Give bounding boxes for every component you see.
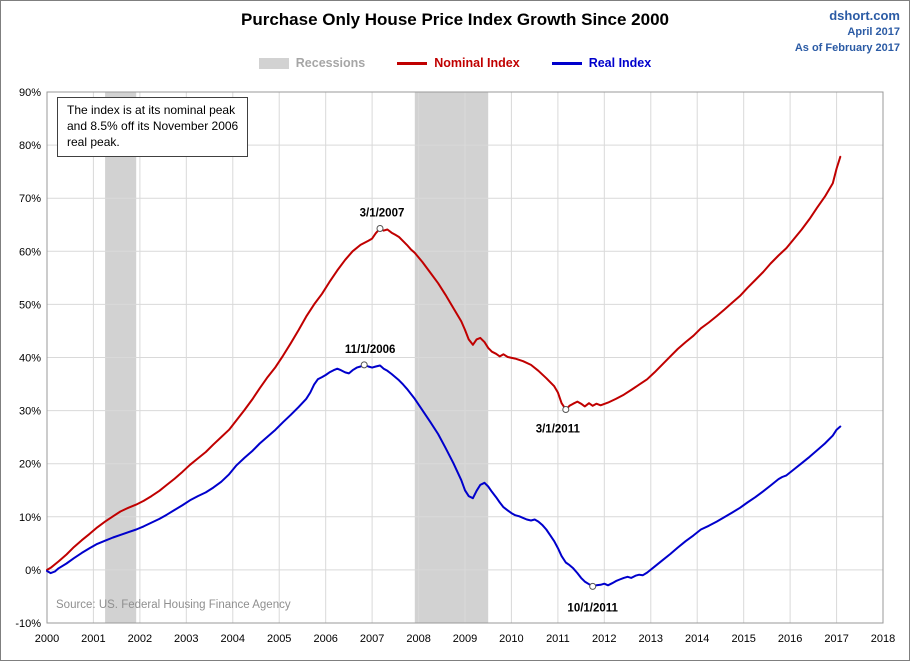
- x-axis-labels: 2000 2001 2002 2003 2004 2005 2006 2007 2008 2009…: [35, 633, 895, 645]
- nominal-index-line: [46, 155, 842, 571]
- svg-text:2004: 2004: [221, 633, 245, 645]
- callout-note: The index is at its nominal peak and 8.5…: [57, 97, 249, 158]
- y-axis-labels: -10% 0% 10% 20% 30% 40% 50% 60% 70% 80% 90%: [15, 87, 41, 630]
- publication-date: April 2017: [847, 26, 900, 39]
- legend-label-nominal: Nominal Index: [434, 56, 520, 70]
- svg-text:50%: 50%: [19, 299, 41, 311]
- svg-text:2014: 2014: [685, 633, 709, 645]
- legend-label-real: Real Index: [588, 56, 652, 70]
- svg-text:2001: 2001: [81, 633, 105, 645]
- callout-note-line: real peak.: [67, 134, 120, 149]
- annotation-label: 3/1/2011: [536, 424, 581, 436]
- annotation-label: 11/1/2006: [345, 344, 396, 356]
- annotation-label: 3/1/2007: [360, 208, 405, 220]
- svg-text:2018: 2018: [871, 633, 895, 645]
- svg-text:10%: 10%: [19, 512, 41, 524]
- real-line-swatch-icon: [551, 61, 582, 65]
- svg-text:2011: 2011: [546, 633, 570, 645]
- svg-text:0%: 0%: [25, 565, 41, 577]
- real-index-line: [46, 363, 842, 588]
- brand-block: dshort.com April 2017 As of February 201…: [795, 8, 900, 56]
- page-title: Purchase Only House Price Index Growth S…: [241, 10, 669, 29]
- source-text: Source: US. Federal Housing Finance Agen…: [56, 599, 291, 611]
- svg-text:40%: 40%: [19, 353, 41, 365]
- callout-note-line: The index is at its nominal peak: [67, 103, 236, 117]
- svg-text:2005: 2005: [267, 633, 291, 645]
- legend: Recessions Nominal Index Real Index: [1, 56, 909, 70]
- svg-text:2008: 2008: [406, 633, 430, 645]
- svg-text:80%: 80%: [19, 140, 41, 152]
- point-annotations: 3/1/2007 11/1/2006 3/1/2011 10/1/2011: [345, 208, 619, 615]
- marker-circle-icon: [376, 225, 384, 232]
- nominal-line-swatch-icon: [397, 61, 428, 65]
- svg-text:-10%: -10%: [15, 618, 41, 630]
- svg-text:2003: 2003: [174, 633, 198, 645]
- marker-circle-icon: [562, 406, 570, 413]
- svg-text:2016: 2016: [778, 633, 802, 645]
- callout-note-line: and 8.5% off its November 2006: [67, 118, 239, 133]
- svg-text:2010: 2010: [499, 633, 523, 645]
- legend-item-recessions: Recessions: [258, 56, 366, 70]
- recession-swatch-icon: [258, 57, 289, 69]
- annotation-label: 10/1/2011: [567, 602, 618, 614]
- svg-text:2002: 2002: [128, 633, 152, 645]
- svg-text:60%: 60%: [19, 246, 41, 258]
- as-of-date: As of February 2017: [794, 42, 900, 54]
- svg-text:2000: 2000: [35, 633, 59, 645]
- legend-item-nominal: Nominal Index: [397, 56, 520, 70]
- svg-text:2015: 2015: [731, 633, 755, 645]
- svg-text:20%: 20%: [19, 459, 41, 471]
- grid-lines: [46, 91, 884, 624]
- plot-border: [46, 91, 884, 624]
- legend-label-recessions: Recessions: [295, 56, 366, 70]
- site-name: dshort.com: [829, 8, 900, 23]
- svg-text:90%: 90%: [19, 87, 41, 99]
- svg-text:2009: 2009: [453, 633, 477, 645]
- svg-text:30%: 30%: [19, 406, 41, 418]
- svg-text:2013: 2013: [639, 633, 663, 645]
- svg-text:2017: 2017: [824, 633, 848, 645]
- marker-circle-icon: [589, 582, 597, 590]
- svg-text:2006: 2006: [313, 633, 337, 645]
- legend-item-real: Real Index: [551, 56, 652, 70]
- svg-text:2012: 2012: [592, 633, 616, 645]
- svg-text:70%: 70%: [19, 193, 41, 205]
- svg-text:2007: 2007: [360, 633, 384, 645]
- marker-circle-icon: [360, 361, 368, 369]
